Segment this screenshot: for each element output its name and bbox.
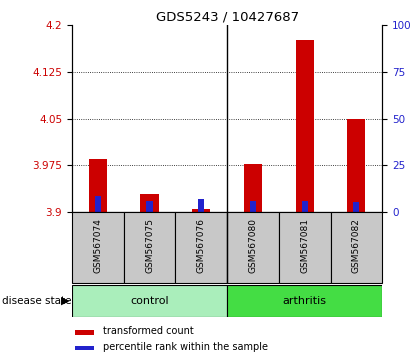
- Text: transformed count: transformed count: [103, 326, 194, 336]
- Bar: [330, 212, 382, 283]
- Text: GSM567080: GSM567080: [248, 218, 257, 273]
- Bar: [250, 201, 256, 212]
- Bar: [75, 346, 94, 350]
- Bar: [192, 209, 210, 212]
- Text: disease state: disease state: [2, 296, 72, 306]
- Text: control: control: [130, 296, 169, 306]
- Bar: [89, 159, 107, 212]
- Bar: [95, 195, 101, 212]
- Text: ▶: ▶: [61, 296, 69, 306]
- Text: GSM567076: GSM567076: [197, 218, 206, 273]
- Bar: [302, 201, 308, 212]
- Title: GDS5243 / 10427687: GDS5243 / 10427687: [155, 11, 299, 24]
- Bar: [353, 202, 360, 212]
- Bar: [347, 119, 365, 212]
- Text: percentile rank within the sample: percentile rank within the sample: [103, 342, 268, 352]
- Text: GSM567074: GSM567074: [93, 218, 102, 273]
- Text: arthritis: arthritis: [283, 296, 327, 306]
- Bar: [124, 212, 175, 283]
- Bar: [296, 40, 314, 212]
- Bar: [141, 194, 159, 212]
- Bar: [227, 212, 279, 283]
- Bar: [72, 212, 124, 283]
- Bar: [279, 212, 330, 283]
- Text: GSM567082: GSM567082: [352, 218, 361, 273]
- Bar: [198, 199, 204, 212]
- Bar: [227, 285, 382, 317]
- Text: GSM567081: GSM567081: [300, 218, 309, 273]
- Bar: [244, 164, 262, 212]
- Bar: [72, 285, 227, 317]
- Text: GSM567075: GSM567075: [145, 218, 154, 273]
- Bar: [146, 201, 152, 212]
- Bar: [175, 212, 227, 283]
- Bar: [75, 330, 94, 335]
